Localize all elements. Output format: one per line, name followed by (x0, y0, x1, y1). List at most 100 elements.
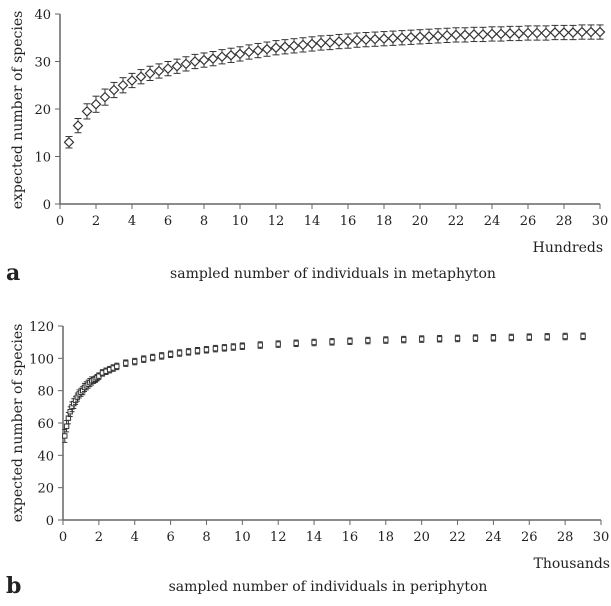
data-point (508, 333, 515, 342)
y-tick-label: 40 (34, 8, 51, 23)
data-point (315, 35, 327, 51)
data-point (279, 39, 291, 55)
data-point (72, 118, 84, 134)
data-point (351, 32, 363, 48)
data-point (198, 52, 210, 68)
x-tick-label: 14 (304, 214, 321, 229)
x-tick-label: 12 (268, 214, 285, 229)
x-tick-label: 2 (95, 530, 103, 545)
data-point (261, 41, 273, 57)
y-tick-label: 100 (29, 352, 54, 367)
y-tick-label: 20 (37, 482, 54, 497)
data-point (414, 29, 426, 45)
data-point (365, 336, 371, 345)
y-tick-label: 0 (43, 198, 51, 213)
data-point (117, 77, 129, 94)
x-tick-label: 4 (128, 214, 136, 229)
data-point (212, 344, 219, 353)
data-point (526, 333, 532, 341)
data-point (580, 332, 586, 341)
x-tick-label: 28 (556, 214, 573, 229)
x-tick-label: 18 (376, 214, 393, 229)
panel-a-x-axis-label: sampled number of individuals in metaphy… (170, 266, 496, 282)
y-tick-label: 60 (37, 417, 54, 432)
data-point (432, 28, 444, 44)
data-point (504, 25, 516, 42)
data-point (252, 42, 264, 59)
panel-a-data-series (63, 24, 606, 149)
data-point (135, 69, 147, 85)
x-tick-label: 10 (232, 214, 249, 229)
data-point (158, 352, 165, 360)
x-tick-label: 8 (202, 530, 210, 545)
x-tick-label: 12 (270, 530, 287, 545)
data-point (531, 25, 543, 41)
data-point (270, 40, 282, 56)
data-point (239, 342, 246, 350)
data-point (490, 334, 497, 342)
x-tick-label: 22 (448, 214, 465, 229)
data-point (149, 353, 156, 362)
x-tick-label: 18 (378, 530, 395, 545)
data-point (513, 25, 525, 42)
data-point (189, 53, 201, 70)
data-point (454, 334, 461, 343)
x-tick-label: 6 (164, 214, 172, 229)
data-point (441, 27, 453, 43)
data-point (329, 338, 335, 346)
data-point (185, 348, 192, 356)
data-point (418, 335, 425, 343)
data-point (576, 24, 588, 40)
data-point (585, 24, 597, 40)
data-point (225, 47, 237, 63)
data-point (383, 336, 389, 344)
data-point (567, 24, 579, 41)
data-point (486, 26, 498, 42)
data-point (144, 65, 156, 81)
y-tick-label: 0 (46, 514, 54, 529)
data-point (477, 26, 489, 43)
data-point (167, 350, 174, 359)
data-point (132, 357, 138, 366)
y-tick-label: 10 (34, 151, 51, 166)
x-tick-label: 22 (449, 530, 466, 545)
data-point (360, 32, 372, 48)
data-point (396, 30, 408, 46)
data-point (176, 349, 183, 357)
y-tick-label: 40 (37, 449, 54, 464)
data-point (594, 24, 606, 40)
data-point (423, 28, 435, 44)
x-tick-label: 16 (342, 530, 359, 545)
panel-b-y-axis-label: expected number of species (10, 324, 26, 523)
data-point (549, 24, 561, 41)
data-point (495, 26, 507, 42)
data-point (544, 333, 550, 341)
x-tick-label: 24 (485, 530, 502, 545)
panel-a-letter: a (6, 260, 20, 286)
data-point (293, 339, 299, 348)
data-point (324, 34, 336, 51)
data-point (459, 27, 471, 43)
data-point (162, 61, 174, 77)
data-point (230, 343, 237, 351)
data-point (288, 38, 300, 54)
data-point (207, 51, 219, 67)
x-tick-label: 30 (593, 530, 610, 545)
data-point (558, 24, 570, 41)
data-point (126, 72, 138, 89)
y-tick-label: 120 (29, 320, 54, 335)
data-point (90, 95, 102, 113)
data-point (387, 30, 399, 46)
x-tick-label: 24 (484, 214, 501, 229)
panel-a-y-axis-label: expected number of species (10, 11, 26, 210)
data-point (472, 334, 479, 342)
data-point (468, 26, 480, 43)
data-point (123, 359, 129, 367)
y-tick-label: 30 (34, 56, 51, 71)
data-point (81, 103, 93, 120)
data-point (243, 44, 255, 60)
x-tick-label: 0 (59, 530, 67, 545)
